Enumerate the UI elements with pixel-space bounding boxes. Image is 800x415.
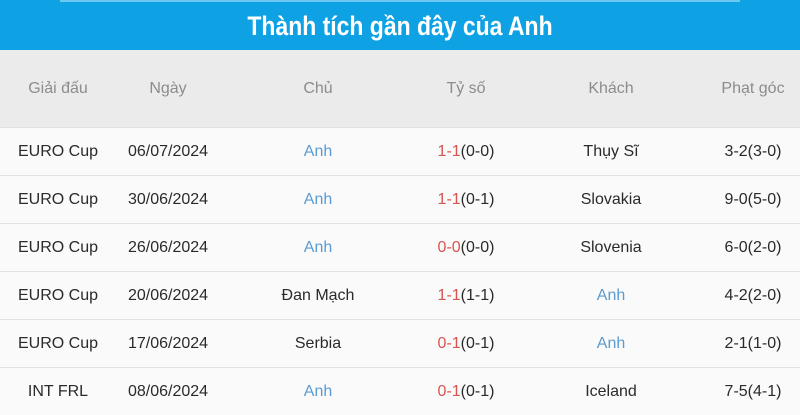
league-cell: EURO Cup [0,272,116,320]
corners-cell: 7-5(4-1) [706,368,800,415]
corners-cell: 4-2(2-0) [706,272,800,320]
date-cell: 20/06/2024 [116,272,220,320]
date-cell: 30/06/2024 [116,176,220,224]
full-time-score: 0-0 [438,239,461,256]
half-time-score: (1-1) [461,287,495,304]
league-cell: EURO Cup [0,176,116,224]
league-cell: EURO Cup [0,224,116,272]
score-cell: 0-1(0-1) [416,368,516,415]
half-time-score: (0-0) [461,143,495,160]
corners-cell: 3-2(3-0) [706,128,800,176]
league-cell: EURO Cup [0,320,116,368]
away-team-cell[interactable]: Slovakia [516,176,706,224]
title-bar: Thành tích gần đây của Anh [0,0,800,50]
col-away: Khách [516,50,706,128]
corners-cell: 2-1(1-0) [706,320,800,368]
date-cell: 08/06/2024 [116,368,220,415]
page-title: Thành tích gần đây của Anh [60,0,740,50]
results-table: Giải đấu Ngày Chủ Tỷ số Khách Phạt góc E… [0,50,800,415]
home-team-cell[interactable]: Anh [220,224,416,272]
home-team-cell[interactable]: Serbia [220,320,416,368]
half-time-score: (0-1) [461,383,495,400]
corners-cell: 9-0(5-0) [706,176,800,224]
score-cell: 1-1(0-0) [416,128,516,176]
full-time-score: 1-1 [438,191,461,208]
half-time-score: (0-1) [461,335,495,352]
full-time-score: 0-1 [438,335,461,352]
date-cell: 26/06/2024 [116,224,220,272]
date-cell: 17/06/2024 [116,320,220,368]
date-cell: 06/07/2024 [116,128,220,176]
home-team-cell[interactable]: Đan Mạch [220,272,416,320]
half-time-score: (0-0) [461,239,495,256]
away-team-cell[interactable]: Thụy Sĩ [516,128,706,176]
table-header: Giải đấu Ngày Chủ Tỷ số Khách Phạt góc [0,50,800,128]
away-team-cell[interactable]: Anh [516,272,706,320]
score-cell: 0-1(0-1) [416,320,516,368]
away-team-cell[interactable]: Iceland [516,368,706,415]
col-score: Tỷ số [416,50,516,128]
col-date: Ngày [116,50,220,128]
home-team-cell[interactable]: Anh [220,176,416,224]
full-time-score: 1-1 [438,143,461,160]
league-cell: INT FRL [0,368,116,415]
half-time-score: (0-1) [461,191,495,208]
home-team-cell[interactable]: Anh [220,368,416,415]
score-cell: 1-1(0-1) [416,176,516,224]
full-time-score: 0-1 [438,383,461,400]
corners-cell: 6-0(2-0) [706,224,800,272]
league-cell: EURO Cup [0,128,116,176]
col-league: Giải đấu [0,50,116,128]
home-team-cell[interactable]: Anh [220,128,416,176]
col-corners: Phạt góc [706,50,800,128]
col-home: Chủ [220,50,416,128]
score-cell: 0-0(0-0) [416,224,516,272]
away-team-cell[interactable]: Slovenia [516,224,706,272]
away-team-cell[interactable]: Anh [516,320,706,368]
full-time-score: 1-1 [438,287,461,304]
score-cell: 1-1(1-1) [416,272,516,320]
